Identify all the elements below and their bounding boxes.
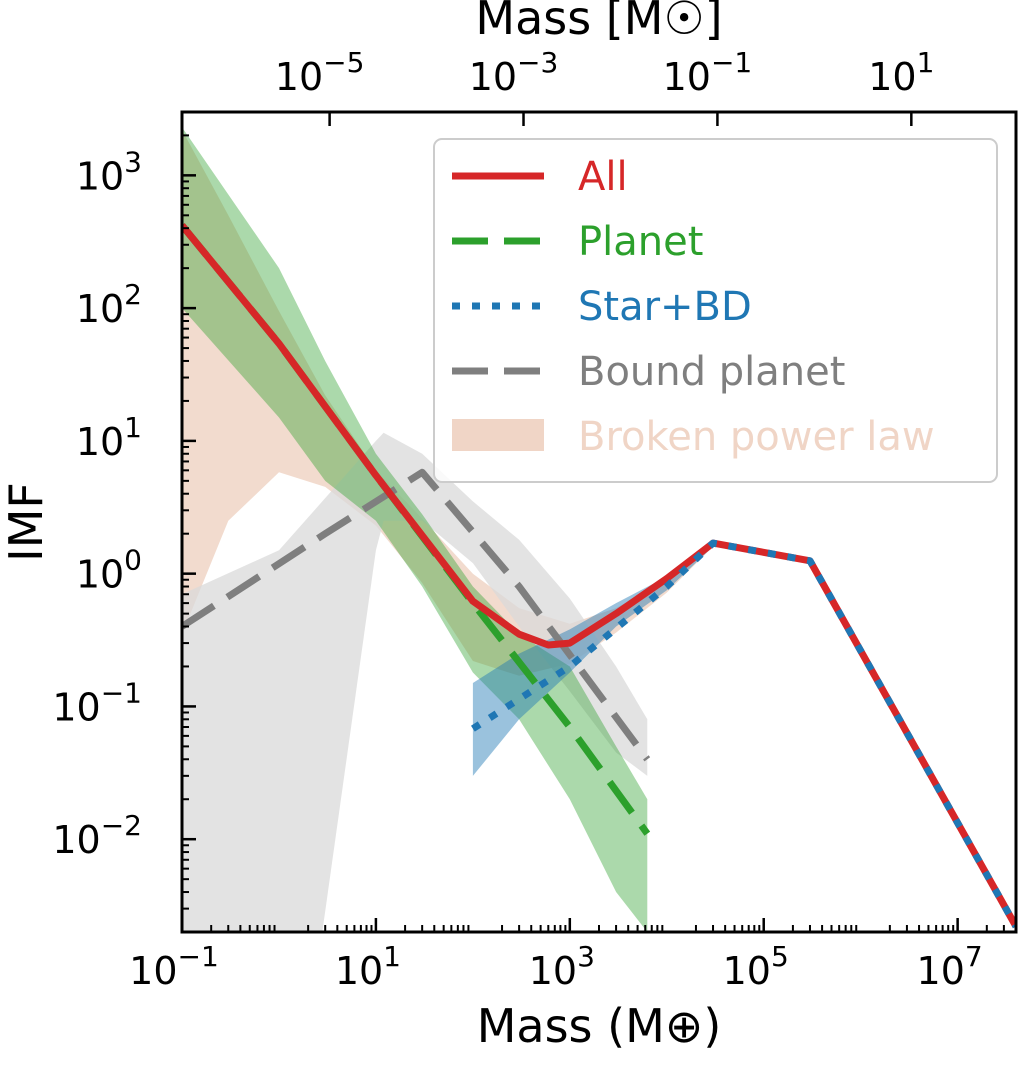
legend-label-planet: Planet (578, 219, 703, 265)
x-tick-label: 101 (335, 940, 401, 993)
plot-area (182, 127, 1016, 932)
x-tick-label: 103 (529, 940, 595, 993)
y-tick-label: 103 (76, 145, 142, 198)
y-tick-label: 101 (76, 411, 142, 464)
legend-label-bound-planet: Bound planet (578, 349, 845, 395)
top-x-tick-label: 10−3 (469, 46, 559, 99)
top-x-tick-label: 101 (868, 46, 934, 99)
y-axis-label: IMF (0, 482, 53, 562)
x-tick-label: 10−1 (129, 940, 219, 993)
legend-box (433, 138, 998, 483)
y-tick-label: 100 (76, 544, 142, 597)
top-x-axis-label: Mass [M☉] (475, 0, 722, 45)
legend-label-all: All (578, 154, 628, 200)
x-tick-label: 107 (917, 940, 983, 993)
legend-label-broken-power-law: Broken power law (578, 414, 935, 460)
legend-label-star-bd: Star+BD (578, 284, 752, 330)
y-tick-label: 10−1 (52, 676, 142, 729)
legend-swatch-broken-power-law (452, 419, 544, 451)
legend: All Planet Star+BD Bound planet Broken power… (433, 138, 998, 483)
top-x-tick-label: 10−1 (663, 46, 753, 99)
y-tick-label: 102 (76, 278, 142, 331)
y-tick-label: 10−2 (52, 809, 142, 862)
axis-ticks: 10−1 101 103 105 107 10−5 10−3 10−1 101 10−2 10−1 1… (52, 46, 1017, 993)
bound-planet-band-band (182, 432, 648, 932)
top-x-tick-label: 10−5 (275, 46, 365, 99)
x-axis-label: Mass (M⊕) (477, 999, 722, 1053)
x-tick-label: 105 (723, 940, 789, 993)
